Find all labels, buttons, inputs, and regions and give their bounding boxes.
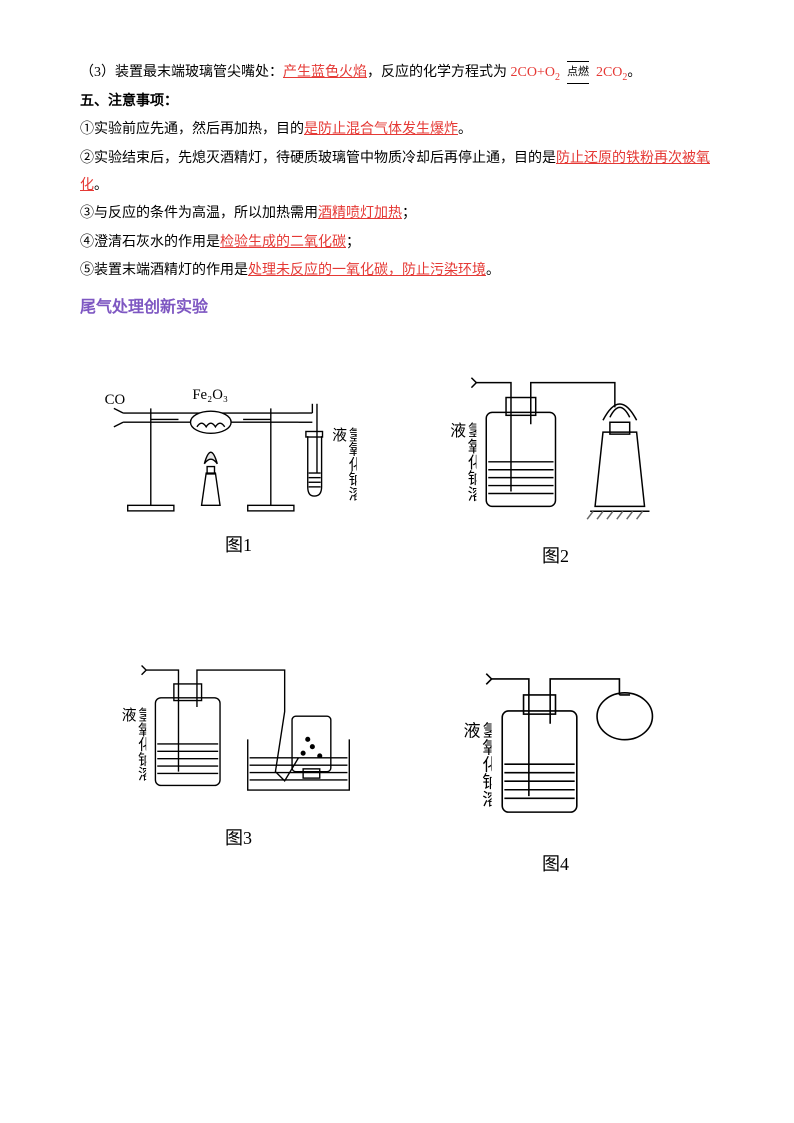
fig4-svg: 氢氧化钠溶液	[417, 647, 694, 839]
figure-1: CO Fe₂O₃ 氢氧化钠溶液 图1	[100, 353, 377, 587]
highlight: 是防止混合气体发生爆炸	[304, 122, 458, 137]
text: 。	[94, 178, 108, 193]
text: ；	[402, 206, 416, 221]
bottle-label: 氢氧化钠溶液	[447, 423, 477, 512]
fig2-caption: 图2	[542, 539, 569, 573]
eq-left: 2CO+O2	[511, 65, 560, 80]
co-label: CO	[105, 392, 126, 408]
section-5-heading: 五、注意事项：	[80, 89, 714, 116]
highlight: 检验生成的二氧化碳	[220, 235, 346, 250]
figure-2: 氢氧化钠溶液 图2	[417, 353, 694, 587]
text: ，反应的化学方程式为	[367, 65, 511, 80]
figure-3: 氢氧化钠溶液 图3	[100, 647, 377, 881]
bottle-label: 氢氧化钠溶液	[460, 722, 492, 818]
text: ；	[346, 235, 360, 250]
bottle-label: 氢氧化钠溶液	[118, 707, 146, 790]
text: ④澄清石灰水的作用是	[80, 235, 220, 250]
text: ②实验结束后，先熄灭酒精灯，待硬质玻璃管中物质冷却后再停止通，目的是	[80, 151, 556, 166]
note-4: ④澄清石灰水的作用是检验生成的二氧化碳；	[80, 230, 714, 257]
reaction-condition: 点燃	[567, 62, 589, 83]
note-5: ⑤装置末端酒精灯的作用是处理未反应的一氧化碳，防止污染环境。	[80, 258, 714, 285]
figures-grid: CO Fe₂O₃ 氢氧化钠溶液 图1	[80, 353, 714, 881]
text: （3）装置最末端玻璃管尖嘴处：	[80, 65, 283, 80]
note-1: ①实验前应先通，然后再加热，目的是防止混合气体发生爆炸。	[80, 117, 714, 144]
fig4-caption: 图4	[542, 847, 569, 881]
fig1-svg: CO Fe₂O₃ 氢氧化钠溶液	[100, 353, 377, 519]
fig3-caption: 图3	[225, 821, 252, 855]
bottle-label: 氢氧化钠溶液	[329, 427, 357, 510]
text: ③与反应的条件为高温，所以加热需用	[80, 206, 318, 221]
fig2-svg: 氢氧化钠溶液	[417, 353, 694, 531]
fig3-svg: 氢氧化钠溶液	[100, 647, 377, 813]
fig1-caption: 图1	[225, 528, 252, 562]
figure-4: 氢氧化钠溶液 图4	[417, 647, 694, 881]
obs-text: 产生蓝色火焰	[283, 65, 367, 80]
text: ①实验前应先通，然后再加热，目的	[80, 122, 304, 137]
eq-right: 2CO2	[596, 65, 627, 80]
text: 。	[627, 65, 641, 80]
text: 。	[486, 263, 500, 278]
line-item-3: （3）装置最末端玻璃管尖嘴处：产生蓝色火焰，反应的化学方程式为 2CO+O2 点…	[80, 60, 714, 87]
text: ⑤装置末端酒精灯的作用是	[80, 263, 248, 278]
text: 。	[458, 122, 472, 137]
subheading: 尾气处理创新实验	[80, 293, 714, 323]
highlight: 处理未反应的一氧化碳，防止污染环境	[248, 263, 486, 278]
note-3: ③与反应的条件为高温，所以加热需用酒精喷灯加热；	[80, 201, 714, 228]
highlight: 酒精喷灯加热	[318, 206, 402, 221]
note-2: ②实验结束后，先熄灭酒精灯，待硬质玻璃管中物质冷却后再停止通，目的是防止还原的铁…	[80, 146, 714, 199]
fe2o3-label: Fe₂O₃	[192, 388, 228, 404]
